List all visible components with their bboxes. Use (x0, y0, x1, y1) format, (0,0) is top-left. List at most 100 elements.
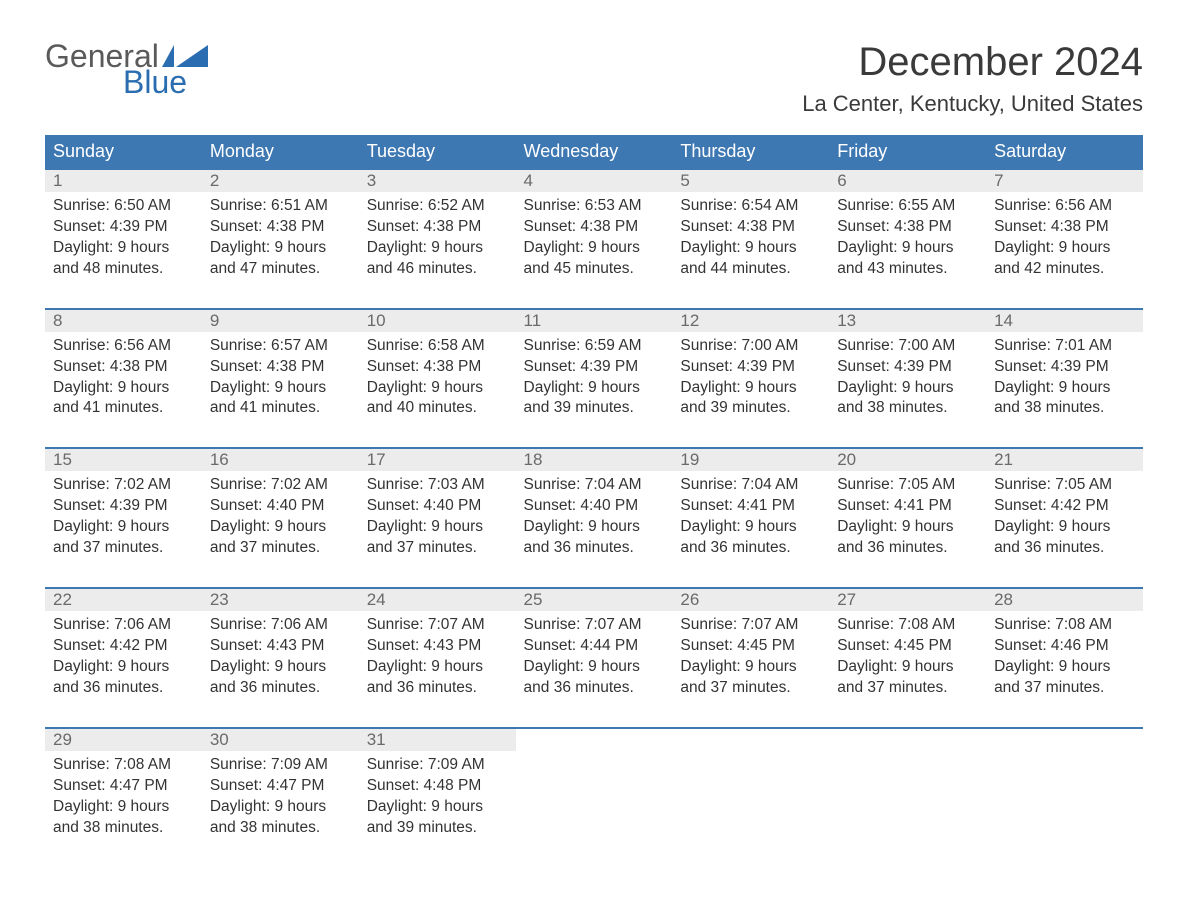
day-content-cell: Sunrise: 7:04 AMSunset: 4:40 PMDaylight:… (516, 471, 673, 588)
day-number-cell: 14 (986, 310, 1143, 332)
sunset-text: Sunset: 4:43 PM (367, 636, 508, 657)
sunset-text: Sunset: 4:38 PM (837, 217, 978, 238)
sunrise-text: Sunrise: 7:07 AM (524, 615, 665, 636)
day-content-cell: Sunrise: 6:54 AMSunset: 4:38 PMDaylight:… (672, 192, 829, 309)
col-thursday: Thursday (672, 135, 829, 169)
daylight-text-2: and 41 minutes. (53, 398, 194, 419)
sunset-text: Sunset: 4:47 PM (53, 776, 194, 797)
daylight-text-1: Daylight: 9 hours (53, 378, 194, 399)
daylight-text-1: Daylight: 9 hours (837, 238, 978, 259)
day-content-cell: Sunrise: 7:01 AMSunset: 4:39 PMDaylight:… (986, 332, 1143, 449)
daylight-text-1: Daylight: 9 hours (524, 378, 665, 399)
daylight-text-1: Daylight: 9 hours (524, 238, 665, 259)
sunrise-text: Sunrise: 6:57 AM (210, 336, 351, 357)
sunset-text: Sunset: 4:39 PM (680, 357, 821, 378)
day-content-row: Sunrise: 6:56 AMSunset: 4:38 PMDaylight:… (45, 332, 1143, 449)
col-saturday: Saturday (986, 135, 1143, 169)
daylight-text-1: Daylight: 9 hours (210, 657, 351, 678)
sunrise-text: Sunrise: 6:56 AM (994, 196, 1135, 217)
sunset-text: Sunset: 4:38 PM (367, 217, 508, 238)
sunset-text: Sunset: 4:45 PM (837, 636, 978, 657)
day-number-row: 22232425262728 (45, 589, 1143, 611)
day-content-row: Sunrise: 6:50 AMSunset: 4:39 PMDaylight:… (45, 192, 1143, 309)
daylight-text-2: and 47 minutes. (210, 259, 351, 280)
sunset-text: Sunset: 4:45 PM (680, 636, 821, 657)
day-number-cell: 29 (45, 729, 202, 751)
sunset-text: Sunset: 4:38 PM (524, 217, 665, 238)
day-number-cell: 21 (986, 449, 1143, 471)
day-number-cell: 10 (359, 310, 516, 332)
daylight-text-2: and 39 minutes. (680, 398, 821, 419)
sunset-text: Sunset: 4:39 PM (524, 357, 665, 378)
sunset-text: Sunset: 4:42 PM (994, 496, 1135, 517)
col-tuesday: Tuesday (359, 135, 516, 169)
day-number-cell: 6 (829, 170, 986, 192)
sunrise-text: Sunrise: 7:02 AM (210, 475, 351, 496)
sunset-text: Sunset: 4:38 PM (994, 217, 1135, 238)
daylight-text-2: and 45 minutes. (524, 259, 665, 280)
day-content-cell: Sunrise: 6:55 AMSunset: 4:38 PMDaylight:… (829, 192, 986, 309)
day-number-cell: 17 (359, 449, 516, 471)
sunrise-text: Sunrise: 7:08 AM (994, 615, 1135, 636)
day-number-cell (516, 729, 673, 751)
daylight-text-1: Daylight: 9 hours (994, 238, 1135, 259)
day-content-cell (829, 751, 986, 867)
daylight-text-2: and 44 minutes. (680, 259, 821, 280)
daylight-text-1: Daylight: 9 hours (367, 657, 508, 678)
sunrise-text: Sunrise: 6:52 AM (367, 196, 508, 217)
sunrise-text: Sunrise: 6:50 AM (53, 196, 194, 217)
day-content-cell: Sunrise: 7:07 AMSunset: 4:44 PMDaylight:… (516, 611, 673, 728)
daylight-text-2: and 40 minutes. (367, 398, 508, 419)
day-content-cell: Sunrise: 7:02 AMSunset: 4:40 PMDaylight:… (202, 471, 359, 588)
day-number-cell: 15 (45, 449, 202, 471)
daylight-text-1: Daylight: 9 hours (680, 657, 821, 678)
sunset-text: Sunset: 4:40 PM (524, 496, 665, 517)
day-number-cell (672, 729, 829, 751)
sunrise-text: Sunrise: 7:01 AM (994, 336, 1135, 357)
day-content-cell (986, 751, 1143, 867)
day-number-cell: 16 (202, 449, 359, 471)
day-number-cell: 27 (829, 589, 986, 611)
day-content-cell: Sunrise: 7:07 AMSunset: 4:45 PMDaylight:… (672, 611, 829, 728)
daylight-text-2: and 38 minutes. (837, 398, 978, 419)
sunset-text: Sunset: 4:46 PM (994, 636, 1135, 657)
daylight-text-1: Daylight: 9 hours (210, 378, 351, 399)
day-content-cell: Sunrise: 6:53 AMSunset: 4:38 PMDaylight:… (516, 192, 673, 309)
sunset-text: Sunset: 4:44 PM (524, 636, 665, 657)
logo-word-2: Blue (123, 66, 208, 98)
daylight-text-2: and 36 minutes. (680, 538, 821, 559)
day-content-cell (516, 751, 673, 867)
daylight-text-1: Daylight: 9 hours (53, 517, 194, 538)
sunset-text: Sunset: 4:41 PM (837, 496, 978, 517)
day-number-cell (986, 729, 1143, 751)
daylight-text-2: and 36 minutes. (53, 678, 194, 699)
day-number-cell: 9 (202, 310, 359, 332)
day-content-cell: Sunrise: 7:03 AMSunset: 4:40 PMDaylight:… (359, 471, 516, 588)
day-number-cell: 2 (202, 170, 359, 192)
daylight-text-1: Daylight: 9 hours (994, 657, 1135, 678)
daylight-text-2: and 37 minutes. (53, 538, 194, 559)
daylight-text-2: and 37 minutes. (837, 678, 978, 699)
sunset-text: Sunset: 4:39 PM (53, 496, 194, 517)
day-number-cell: 5 (672, 170, 829, 192)
sunrise-text: Sunrise: 7:04 AM (680, 475, 821, 496)
day-content-row: Sunrise: 7:02 AM Sunset: 4:39 PMDaylight:… (45, 471, 1143, 588)
sunset-text: Sunset: 4:43 PM (210, 636, 351, 657)
daylight-text-2: and 36 minutes. (837, 538, 978, 559)
sunrise-text: Sunrise: 7:09 AM (210, 755, 351, 776)
sunset-text: Sunset: 4:40 PM (367, 496, 508, 517)
day-content-cell: Sunrise: 7:08 AMSunset: 4:45 PMDaylight:… (829, 611, 986, 728)
day-content-cell: Sunrise: 7:05 AMSunset: 4:41 PMDaylight:… (829, 471, 986, 588)
sunset-text: Sunset: 4:39 PM (837, 357, 978, 378)
daylight-text-2: and 48 minutes. (53, 259, 194, 280)
day-number-cell: 30 (202, 729, 359, 751)
col-monday: Monday (202, 135, 359, 169)
day-content-cell: Sunrise: 7:06 AMSunset: 4:43 PMDaylight:… (202, 611, 359, 728)
sunset-text: Sunset: 4:38 PM (680, 217, 821, 238)
daylight-text-2: and 38 minutes. (994, 398, 1135, 419)
daylight-text-2: and 37 minutes. (994, 678, 1135, 699)
daylight-text-2: and 37 minutes. (680, 678, 821, 699)
daylight-text-1: Daylight: 9 hours (837, 378, 978, 399)
day-content-cell: Sunrise: 7:09 AMSunset: 4:47 PMDaylight:… (202, 751, 359, 867)
daylight-text-1: Daylight: 9 hours (367, 378, 508, 399)
